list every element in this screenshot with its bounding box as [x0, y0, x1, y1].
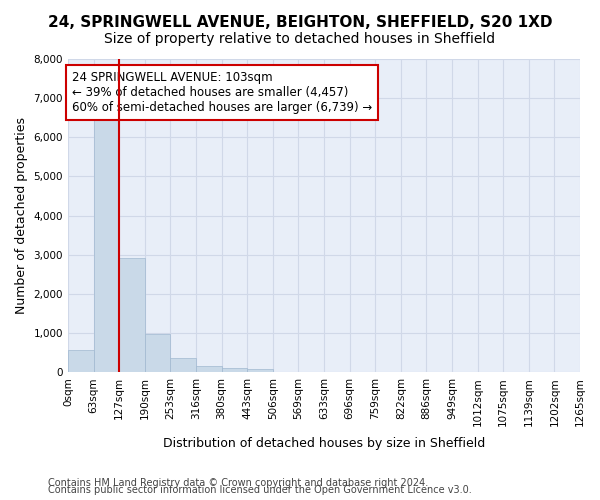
- Bar: [170, 358, 196, 372]
- Text: Contains public sector information licensed under the Open Government Licence v3: Contains public sector information licen…: [48, 485, 472, 495]
- Bar: [221, 368, 247, 372]
- Text: 24, SPRINGWELL AVENUE, BEIGHTON, SHEFFIELD, S20 1XD: 24, SPRINGWELL AVENUE, BEIGHTON, SHEFFIE…: [48, 15, 552, 30]
- Bar: [196, 366, 221, 372]
- Bar: [68, 350, 94, 372]
- Text: 24 SPRINGWELL AVENUE: 103sqm
← 39% of detached houses are smaller (4,457)
60% of: 24 SPRINGWELL AVENUE: 103sqm ← 39% of de…: [72, 70, 372, 114]
- Bar: [145, 334, 170, 372]
- Text: Contains HM Land Registry data © Crown copyright and database right 2024.: Contains HM Land Registry data © Crown c…: [48, 478, 428, 488]
- Bar: [94, 120, 119, 372]
- Bar: [247, 369, 273, 372]
- Text: Size of property relative to detached houses in Sheffield: Size of property relative to detached ho…: [104, 32, 496, 46]
- X-axis label: Distribution of detached houses by size in Sheffield: Distribution of detached houses by size …: [163, 437, 485, 450]
- Bar: [119, 258, 145, 372]
- Y-axis label: Number of detached properties: Number of detached properties: [15, 117, 28, 314]
